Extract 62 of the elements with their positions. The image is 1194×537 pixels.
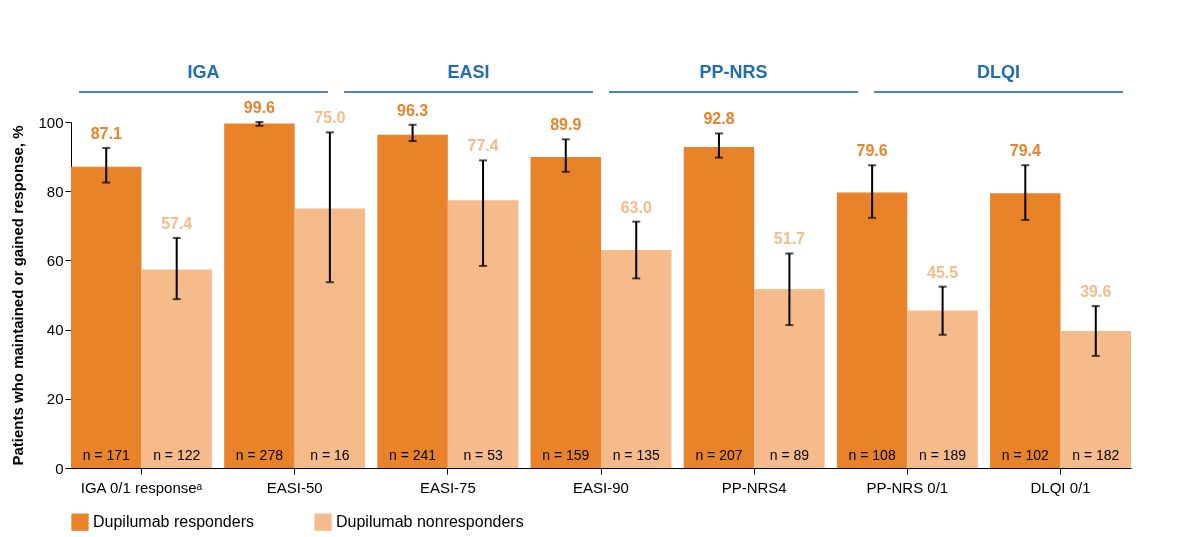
text: 39.6 (1080, 283, 1112, 301)
annotation: n = 108 (848, 447, 896, 463)
bar (224, 123, 295, 468)
y-tick-label: 100 (38, 113, 64, 131)
x-tick-label: PP-NRS 0/1 (866, 478, 949, 496)
text: 79.4 (1009, 142, 1041, 160)
annotation: n = 171 (82, 447, 130, 463)
annotation: n = 241 (389, 447, 437, 463)
legend-label: Dupilumab nonresponders (336, 513, 524, 531)
text: 79.6 (856, 142, 888, 160)
y-tick-label: 80 (46, 182, 64, 200)
x-tick-label: EASI-50 (266, 478, 323, 496)
bar (294, 208, 366, 468)
text: PP-NRS (699, 62, 768, 82)
y-axis-title: Patients who maintained or gained response, % (9, 125, 27, 466)
text: DLQI (977, 62, 1020, 82)
y-tick-label: 20 (46, 390, 64, 408)
text: EASI (447, 62, 490, 82)
text: 75.0 (314, 109, 346, 127)
legend-label: Dupilumab responders (93, 513, 254, 531)
bar (754, 289, 825, 468)
bar (683, 146, 755, 468)
bar (836, 192, 908, 468)
annotation: n = 89 (769, 447, 810, 463)
text: 51.7 (773, 230, 805, 248)
text: 45.5 (927, 263, 959, 281)
x-tick-label: DLQI 0/1 (1030, 478, 1091, 496)
text: 87.1 (90, 124, 122, 142)
bar (530, 156, 601, 468)
annotation: n = 135 (612, 447, 660, 463)
annotation: n = 207 (695, 447, 743, 463)
bar (71, 166, 142, 468)
text: 96.3 (397, 101, 429, 119)
bar (141, 269, 212, 468)
y-tick-label: 40 (46, 321, 64, 339)
text: 63.0 (620, 198, 652, 216)
bar (601, 250, 672, 468)
annotation: n = 122 (153, 447, 201, 463)
annotation: n = 278 (235, 447, 284, 463)
x-tick-label: EASI-90 (573, 478, 629, 496)
text: 89.9 (550, 116, 582, 134)
bar (1060, 330, 1131, 468)
text: 92.8 (703, 110, 735, 128)
text: IGA (187, 62, 220, 82)
text: 99.6 (243, 99, 275, 116)
annotation: n = 159 (542, 447, 590, 463)
y-tick-label: 0 (55, 459, 64, 477)
annotation: n = 53 (463, 447, 503, 463)
x-tick-label: PP-NRS4 (721, 478, 787, 496)
bar (377, 134, 448, 468)
bar (907, 310, 978, 468)
annotation: n = 189 (919, 447, 967, 463)
bar (447, 200, 519, 468)
text: 57.4 (161, 214, 193, 232)
annotation: n = 102 (1001, 447, 1050, 463)
text: 77.4 (467, 137, 499, 155)
annotation: n = 16 (310, 447, 350, 463)
bar (990, 193, 1061, 468)
x-tick-label: EASI-75 (419, 478, 476, 496)
annotation: n = 182 (1072, 447, 1120, 463)
x-tick-label: IGA 0/1 responseᵃ (80, 478, 203, 496)
y-tick-label: 60 (46, 251, 64, 269)
